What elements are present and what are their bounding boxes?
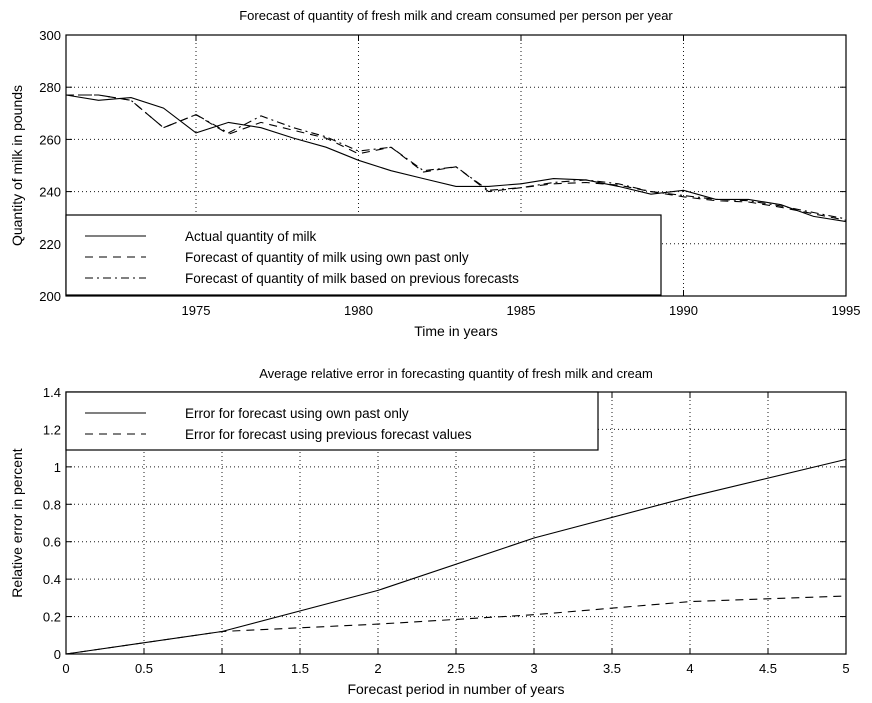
y-tick-label: 240: [39, 185, 61, 200]
x-tick-label: 1985: [507, 303, 536, 318]
x-tick-label: 1.5: [291, 661, 309, 676]
y-axis-label: Relative error in percent: [9, 448, 25, 598]
x-tick-label: 3: [530, 661, 537, 676]
legend-label: Actual quantity of milk: [185, 229, 317, 244]
y-tick-label: 1.4: [43, 385, 61, 400]
x-tick-label: 1975: [182, 303, 211, 318]
legend-label: Forecast of quantity of milk using own p…: [185, 250, 469, 265]
x-axis-label: Forecast period in number of years: [347, 681, 564, 697]
y-tick-label: 260: [39, 132, 61, 147]
y-tick-label: 220: [39, 237, 61, 252]
series-line-2: [66, 94, 847, 221]
y-tick-label: 280: [39, 80, 61, 95]
y-axis-label: Quantity of milk in pounds: [9, 85, 25, 246]
series-line-1: [65, 94, 847, 223]
x-tick-label: 1995: [832, 303, 861, 318]
legend-box: [65, 214, 662, 296]
chart-1: 1975 1980 1985 1990 1995 200 220 240 260 280 300 Ac…: [9, 8, 860, 339]
legend-label: Forecast of quantity of milk based on pr…: [185, 271, 519, 286]
x-tick-label: 1980: [344, 303, 373, 318]
chart-2: 0 0.5 1 1.5 2 2.5 3 3.5 4 4.5 5 0 0.2 0.4 0.6 0.8 1 1.2 1.…: [9, 366, 850, 697]
y-tick-label: 0.8: [43, 497, 61, 512]
y-tick-label: 300: [39, 28, 61, 43]
legend: Error for forecast using own past only Er…: [65, 391, 599, 451]
x-tick-label: 2.5: [447, 661, 465, 676]
y-tick-label: 0: [54, 647, 61, 662]
x-tick-label: 4.5: [759, 661, 777, 676]
x-axis-label: Time in years: [414, 323, 498, 339]
x-tick-label: 2: [374, 661, 381, 676]
x-tick-label: 4: [686, 661, 693, 676]
axes-frame: [65, 34, 847, 297]
x-tick-label: 0.5: [135, 661, 153, 676]
x-tick-label: 5: [842, 661, 849, 676]
y-tick-label: 1.2: [43, 422, 61, 437]
chart-title: Forecast of quantity of fresh milk and c…: [239, 8, 673, 23]
legend: Actual quantity of milk Forecast of quant…: [65, 214, 662, 296]
y-tick-label: 1: [54, 460, 61, 475]
y-tick-label: 0.2: [43, 610, 61, 625]
x-tick-label: 1990: [669, 303, 698, 318]
chart-title: Average relative error in forecasting qu…: [259, 366, 653, 381]
legend-label: Error for forecast using previous foreca…: [185, 427, 472, 442]
legend-label: Error for forecast using own past only: [185, 406, 409, 421]
x-tick-label: 3.5: [603, 661, 621, 676]
legend-box: [65, 391, 599, 451]
x-tick-label: 1: [218, 661, 225, 676]
series-line-2: [65, 595, 847, 655]
y-tick-label: 0.4: [43, 572, 61, 587]
series-line-3: [66, 94, 847, 220]
y-tick-label: 0.6: [43, 535, 61, 550]
y-tick-label: 200: [39, 289, 61, 304]
x-tick-label: 0: [62, 661, 69, 676]
